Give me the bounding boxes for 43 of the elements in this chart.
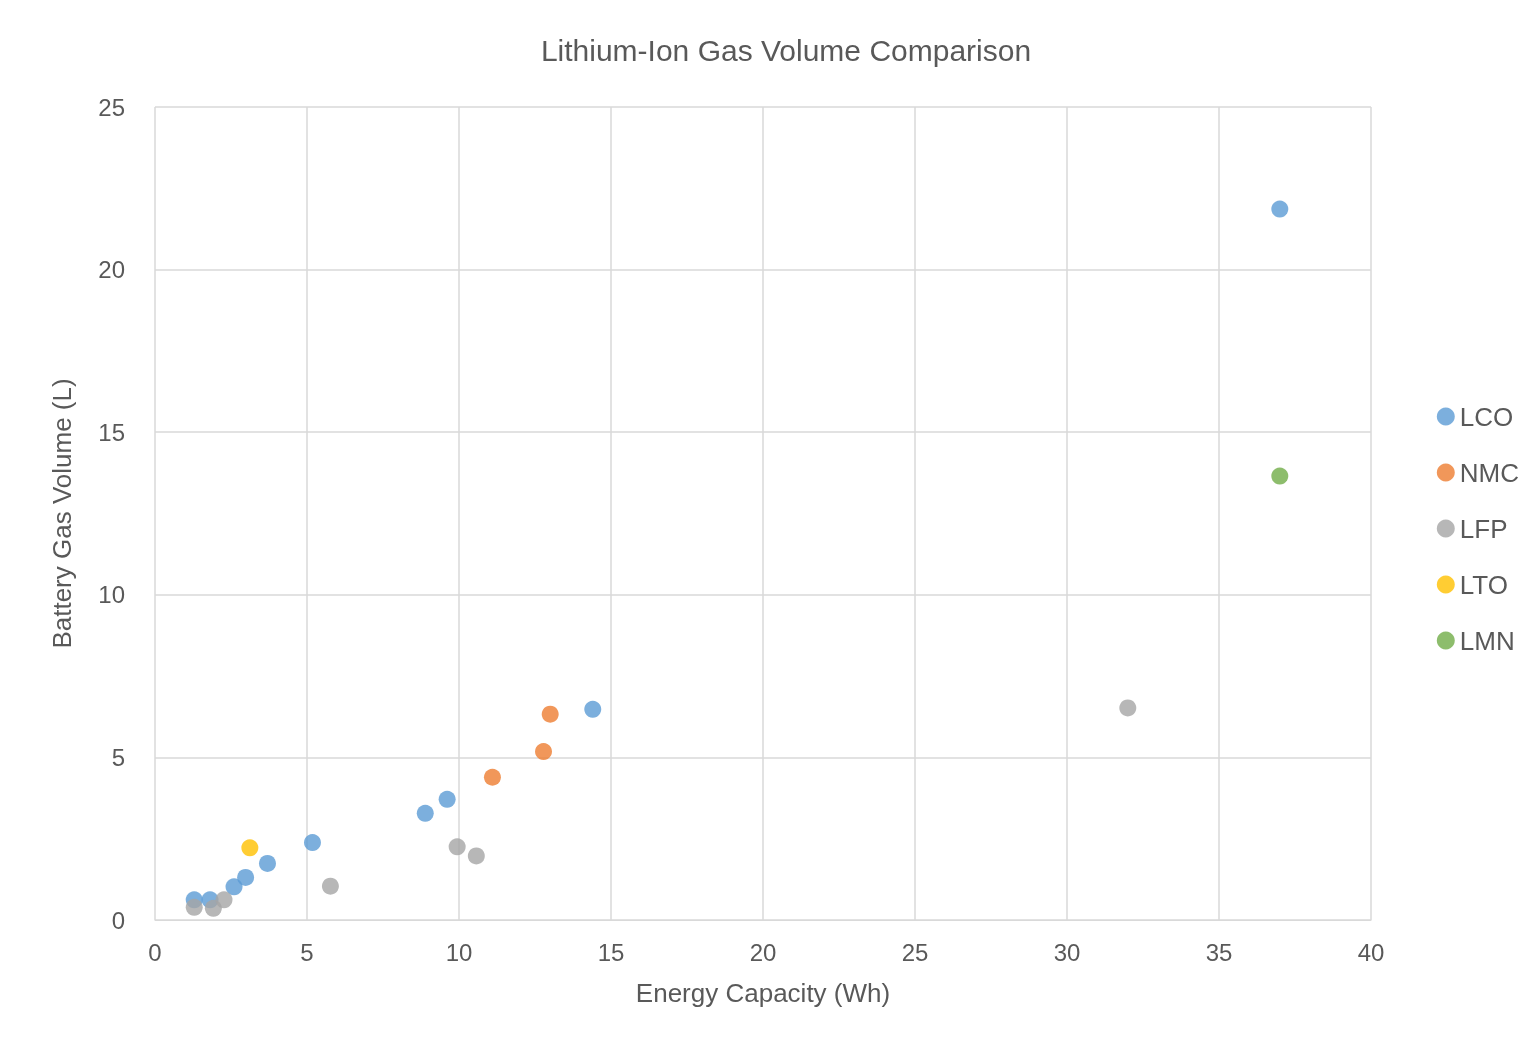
- point: [1271, 200, 1289, 218]
- x-tick-label: 20: [749, 938, 777, 966]
- x-tick-label: 30: [1053, 938, 1081, 966]
- x-tick-label: 25: [901, 938, 929, 966]
- point: [215, 891, 233, 909]
- point: [237, 868, 255, 886]
- y-tick-label: 15: [98, 418, 125, 446]
- point: [535, 743, 553, 761]
- point: [584, 700, 602, 718]
- x-axis-title: Energy Capacity (Wh): [635, 978, 891, 1008]
- point: [416, 804, 434, 822]
- x-tick-label: 35: [1205, 938, 1233, 966]
- x-tick-label: 10: [445, 938, 473, 966]
- legend-label: NMC: [1459, 457, 1520, 488]
- point: [204, 899, 222, 917]
- legend-label: LCO: [1459, 401, 1514, 432]
- x-tick-label: 15: [597, 938, 625, 966]
- y-axis-title: Battery Gas Volume (L): [47, 378, 77, 649]
- point: [241, 839, 259, 857]
- y-tick-label: 5: [111, 743, 125, 771]
- point: [1119, 699, 1137, 717]
- legend-label: LTO: [1459, 569, 1508, 600]
- point: [448, 838, 466, 856]
- point: [303, 834, 321, 852]
- point: [259, 854, 276, 872]
- x-tick-label: 40: [1357, 938, 1385, 966]
- legend-label: LFP: [1459, 513, 1508, 544]
- chart-title: Lithium-Ion Gas Volume Comparison: [540, 33, 1032, 67]
- point: [185, 898, 203, 916]
- y-tick-label: 10: [98, 581, 125, 609]
- point: [225, 878, 243, 896]
- y-tick-label: 0: [111, 906, 125, 934]
- point: [1271, 467, 1289, 485]
- legend-label: LMN: [1459, 625, 1515, 656]
- y-tick-label: 20: [98, 256, 125, 284]
- point: [483, 768, 501, 786]
- point: [541, 705, 559, 723]
- point: [438, 790, 456, 808]
- x-tick-label: 5: [300, 938, 314, 966]
- point: [467, 847, 485, 865]
- point: [321, 877, 339, 895]
- x-tick-label: 0: [148, 938, 162, 966]
- y-tick-label: 25: [98, 93, 125, 121]
